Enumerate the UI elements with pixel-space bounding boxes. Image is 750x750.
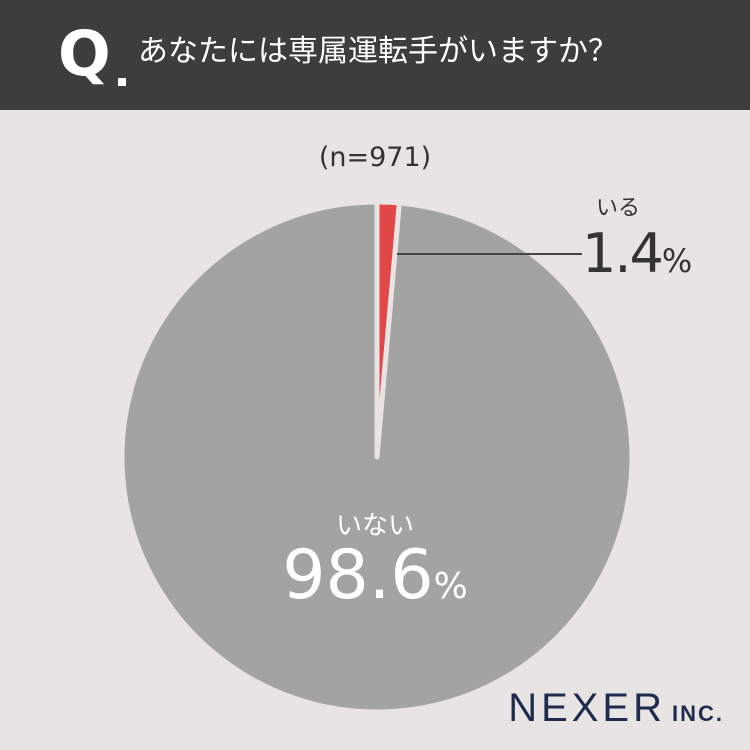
slice-label-iru: いる bbox=[596, 196, 641, 221]
question-text: あなたには専属運転手がいますか？ bbox=[138, 34, 618, 69]
slice-label-inai: いない bbox=[335, 511, 414, 541]
question-header: Q あなたには専属運転手がいますか？ bbox=[0, 0, 750, 110]
sample-size-label: (n=971) bbox=[318, 142, 432, 173]
pie-slice-inai bbox=[119, 199, 635, 715]
slice-value-iru: 1.4% bbox=[582, 222, 693, 285]
nexer-logo: NEXER INC. bbox=[508, 686, 724, 730]
slice-value-inai: 98.6% bbox=[282, 536, 468, 615]
q-mark: Q bbox=[58, 17, 111, 90]
q-dot bbox=[118, 78, 126, 86]
